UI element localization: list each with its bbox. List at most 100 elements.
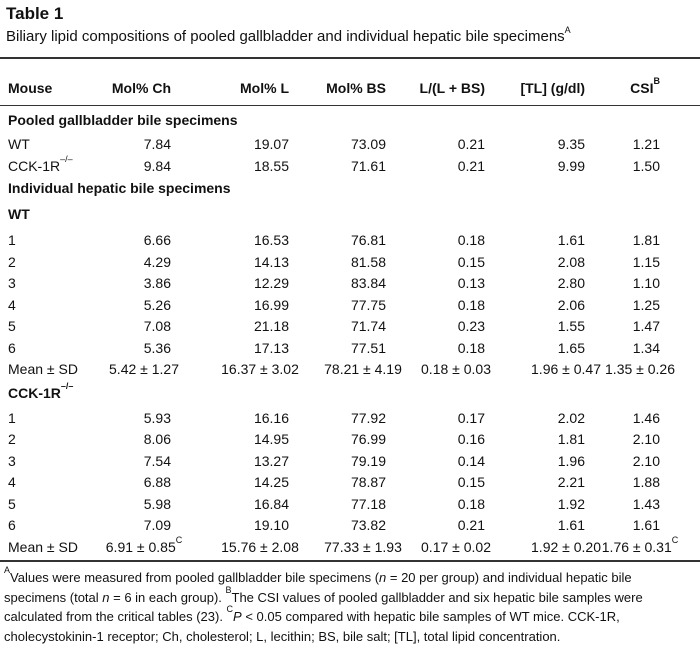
cell-text: 77.18: [350, 496, 386, 512]
footnote-mark: B: [225, 584, 232, 595]
cell-text: 4: [8, 297, 16, 313]
cell-text: 0.18: [457, 232, 485, 248]
table-cell: 5.98: [144, 495, 171, 513]
section-heading: Individual hepatic bile specimens: [8, 179, 231, 197]
table-title: Table 1: [6, 4, 64, 23]
cell-text: 6.91 ± 0.85: [105, 539, 176, 555]
cell-text: 0.14: [457, 453, 485, 469]
cell-text: 13.27: [253, 453, 289, 469]
cell-text: 8.06: [143, 431, 171, 447]
cell-text: 0.17: [457, 410, 485, 426]
footnote-italic: P: [233, 609, 242, 624]
table-cell: 7.09: [144, 516, 171, 534]
table-cell: 4.29: [144, 253, 171, 271]
cell-text: 9.99: [557, 158, 585, 174]
cell-text: 0.21: [457, 136, 485, 152]
table-cell: 78.87: [351, 473, 386, 491]
table-cell: 13.27: [254, 452, 289, 470]
table-cell: 1.21: [633, 135, 660, 153]
cell-text: 1.50: [632, 158, 660, 174]
cell-text: 0.15: [457, 254, 485, 270]
cell-text: 1.61: [557, 517, 585, 533]
table-cell: 1.25: [633, 296, 660, 314]
table-cell: 1.10: [633, 274, 660, 292]
cell-text: 5.26: [143, 297, 171, 313]
table-cell: 1.61: [558, 231, 585, 249]
cell-text: 1.92 ± 0.20: [531, 539, 601, 555]
cell-text: 18.55: [253, 158, 289, 174]
table-cell: 0.18: [458, 339, 485, 357]
cell-text: 12.29: [253, 275, 289, 291]
cell-text: 0.18: [457, 496, 485, 512]
cell-text: 0.21: [457, 158, 485, 174]
cell-text: 1.88: [632, 474, 660, 490]
row-label: 1: [8, 231, 16, 249]
row-label: 5: [8, 317, 16, 335]
table-cell: 9.35: [558, 135, 585, 153]
cell-text: 5.42 ± 1.27: [109, 361, 179, 377]
column-header: CSIB: [630, 77, 660, 97]
row-label: 6: [8, 339, 16, 357]
cell-text: 1.96 ± 0.47: [531, 361, 601, 377]
table-cell: 16.53: [254, 231, 289, 249]
cell-text: 7.84: [143, 136, 171, 152]
cell-text: 0.18: [457, 297, 485, 313]
cell-text: 1: [8, 410, 16, 426]
table-cell: 71.74: [351, 317, 386, 335]
row-label: Mean ± SD: [8, 360, 78, 378]
row-label: 4: [8, 473, 16, 491]
cell-text: 14.13: [253, 254, 289, 270]
table-cell: 1.65: [558, 339, 585, 357]
table-cell: 1.92: [558, 495, 585, 513]
table-cell: 2.10: [633, 452, 660, 470]
footnote-mark: C: [226, 604, 234, 614]
table-cell: 3.86: [144, 274, 171, 292]
row-label: 1: [8, 409, 16, 427]
table-cell: 0.18: [458, 296, 485, 314]
cell-text: 6: [8, 517, 16, 533]
cell-text: WT: [8, 136, 30, 152]
row-label: Mean ± SD: [8, 538, 78, 556]
cell-text: 1.81: [557, 431, 585, 447]
cell-text: 19.10: [253, 517, 289, 533]
table-cell: 7.84: [144, 135, 171, 153]
cell-text: 2: [8, 254, 16, 270]
cell-text: 5: [8, 496, 16, 512]
cell-text: 77.92: [350, 410, 386, 426]
table-cell: 1.50: [633, 157, 660, 175]
table-cell: 0.18: [458, 495, 485, 513]
row-label: CCK-1R–/–: [8, 155, 73, 175]
table-cell: 18.55: [254, 157, 289, 175]
table-cell: 0.14: [458, 452, 485, 470]
cell-text: CSI: [630, 80, 654, 96]
cell-text: 0.21: [457, 517, 485, 533]
table-cell: 1.55: [558, 317, 585, 335]
table-cell: 78.21 ± 4.19: [324, 360, 402, 378]
table-cell: 0.17 ± 0.02: [421, 538, 491, 556]
table-cell: 73.09: [351, 135, 386, 153]
cell-text: 4: [8, 474, 16, 490]
table-cell: 1.88: [633, 473, 660, 491]
cell-text: 1.61: [557, 232, 585, 248]
footnote-mark: C: [671, 535, 679, 545]
table-cell: 77.92: [351, 409, 386, 427]
cell-text: 1.61: [632, 517, 660, 533]
table-cell: 1.81: [558, 430, 585, 448]
table-cell: 77.51: [351, 339, 386, 357]
table-cell: 2.21: [558, 473, 585, 491]
cell-text: 5.98: [143, 496, 171, 512]
table-cell: 16.16: [254, 409, 289, 427]
cell-text: 9.84: [143, 158, 171, 174]
table-cell: 1.35 ± 0.26: [605, 360, 675, 378]
table-cell: 71.61: [351, 157, 386, 175]
cell-text: 0.16: [457, 431, 485, 447]
cell-text: 6: [8, 340, 16, 356]
table-subtitle: Biliary lipid compositions of pooled gal…: [6, 26, 571, 46]
table-cell: 6.88: [144, 473, 171, 491]
table-cell: 7.08: [144, 317, 171, 335]
table-cell: 5.42 ± 1.27: [109, 360, 179, 378]
cell-text: 71.61: [350, 158, 386, 174]
footnote-italic: n: [102, 589, 110, 605]
table-cell: 0.21: [458, 516, 485, 534]
cell-text: 1.65: [557, 340, 585, 356]
